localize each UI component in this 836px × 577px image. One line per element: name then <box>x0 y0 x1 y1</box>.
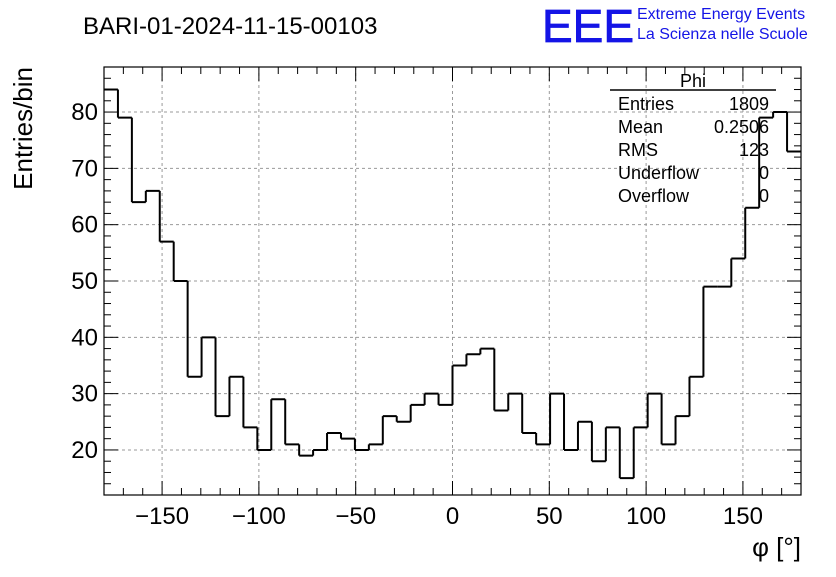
axis-ticks <box>104 67 801 495</box>
histogram-bin <box>451 364 467 405</box>
stats-rows: Entries 1809 Mean 0.2506 RMS 123 Underflow 0 Ove… <box>618 94 769 206</box>
histogram-bin <box>576 420 592 450</box>
histogram-bin <box>326 432 341 450</box>
histogram-bin <box>493 348 509 412</box>
histogram-bin <box>339 433 355 440</box>
histogram-bin <box>423 392 439 405</box>
stats-row-label: Mean <box>618 117 663 137</box>
histogram-bin <box>632 426 648 479</box>
stats-row-value: 1809 <box>729 94 769 114</box>
histogram-bin <box>535 433 551 446</box>
histogram-bin <box>200 336 216 377</box>
histogram-bars <box>104 88 801 480</box>
stats-row-label: Underflow <box>618 163 700 183</box>
histogram-bin <box>437 393 453 406</box>
x-tick-label: 50 <box>536 503 563 530</box>
y-tick-label: 20 <box>71 437 98 464</box>
histogram-bin <box>465 353 481 366</box>
histogram-bin <box>660 393 676 446</box>
x-tick-label: −100 <box>232 503 286 530</box>
histogram-bin <box>479 347 495 355</box>
y-axis-label: Entries/bin <box>8 67 38 190</box>
histogram-bin <box>674 415 690 445</box>
stats-row-label: Overflow <box>618 186 690 206</box>
x-axis-label: φ [°] <box>752 532 801 562</box>
histogram-bin <box>744 206 760 259</box>
stats-box: Phi Entries 1809 Mean 0.2506 RMS 123 Underflow… <box>610 71 776 206</box>
y-tick-label: 50 <box>71 268 98 295</box>
histogram-bin <box>646 392 662 428</box>
histogram-bin <box>618 427 634 480</box>
stats-row-value: 0 <box>759 186 769 206</box>
x-tick-label: −50 <box>335 503 376 530</box>
histogram-bin <box>144 189 160 203</box>
histogram-bin <box>507 392 523 411</box>
histogram-bin <box>521 393 537 435</box>
x-tick-label: 100 <box>626 503 666 530</box>
y-tick-label: 60 <box>71 212 98 239</box>
eee-logo-mark: EEE <box>542 0 634 52</box>
histogram-bin <box>242 376 258 429</box>
histogram-bin <box>590 421 606 463</box>
histogram-bin <box>549 392 565 445</box>
histogram-bin <box>214 337 230 418</box>
histogram-bin <box>604 426 620 462</box>
histogram-bin <box>298 444 314 457</box>
chart-title: BARI-01-2024-11-15-00103 <box>83 13 377 40</box>
histogram-bin <box>116 89 132 119</box>
stats-row-value: 123 <box>739 140 769 160</box>
x-tick-label: −150 <box>135 503 189 530</box>
histogram-bin <box>730 257 746 287</box>
histogram-bin <box>409 403 425 422</box>
eee-logo-line1: Extreme Energy Events <box>637 6 805 23</box>
stats-row-value: 0 <box>759 163 769 183</box>
histogram-bin <box>130 117 146 204</box>
x-tick-label: 150 <box>723 503 763 530</box>
histogram-bin <box>702 285 718 377</box>
histogram-bin <box>158 190 174 243</box>
histogram-bin <box>353 438 369 451</box>
histogram-bin <box>228 375 244 417</box>
histogram-bin <box>758 116 774 208</box>
eee-logo: EEE Extreme Energy Events La Scienza nel… <box>542 0 808 52</box>
histogram-bin <box>256 427 272 451</box>
histogram-bin <box>563 393 578 451</box>
histogram-bin <box>172 241 188 282</box>
eee-logo-line2: La Scienza nelle Scuole <box>637 26 808 43</box>
axis-tick-labels: −150 −100 −50 0 50 100 150 20 30 40 50 60 70 80 <box>71 99 763 530</box>
histogram-bin <box>395 416 411 423</box>
grid-lines <box>104 67 801 495</box>
stats-title: Phi <box>680 71 706 91</box>
histogram-bin <box>270 398 286 450</box>
x-tick-label: 0 <box>446 503 459 530</box>
y-tick-label: 70 <box>71 155 98 182</box>
histogram-bin <box>772 111 788 118</box>
histogram-bin <box>186 281 202 378</box>
y-tick-label: 80 <box>71 99 98 126</box>
histogram-bin <box>688 375 704 417</box>
stats-row-label: Entries <box>618 94 674 114</box>
histogram-bin <box>381 415 397 445</box>
histogram-bin <box>284 399 300 446</box>
y-tick-label: 30 <box>71 381 98 408</box>
stats-row-label: RMS <box>618 140 658 160</box>
stats-row-value: 0.2506 <box>714 117 769 137</box>
histogram-bin <box>312 448 328 456</box>
histogram-bin <box>786 112 801 153</box>
y-tick-label: 40 <box>71 324 98 351</box>
histogram-bin <box>367 443 383 450</box>
